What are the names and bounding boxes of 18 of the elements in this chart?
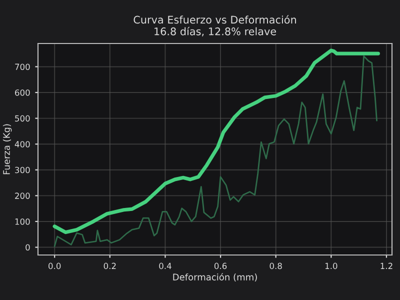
y-tick-label: 0 [26, 244, 30, 251]
y-tick-label: 100 [15, 218, 30, 225]
chart-title: Curva Esfuerzo vs Deformación 16.8 días, 12.8% relave [134, 15, 296, 36]
x-tick-label: 1.2 [380, 262, 392, 269]
x-tick-label: 0.2 [104, 262, 116, 270]
x-tick-label: 0.0 [48, 262, 61, 270]
x-axis-title: Deformación (mm) [173, 273, 257, 282]
y-tick-label: 200 [15, 192, 30, 199]
y-tick-label: 600 [15, 89, 30, 96]
y-tick-label: 300 [15, 166, 30, 174]
x-tick-label: 1.0 [325, 262, 338, 270]
x-tick-label: 0.6 [214, 262, 227, 270]
y-tick-label: 400 [14, 141, 30, 148]
y-tick-label: 700 [15, 64, 30, 70]
y-tick-label: 500 [15, 115, 30, 122]
x-tick-label: 0.4 [159, 262, 172, 270]
y-axis-title: Fuerza (Kg) [2, 124, 12, 174]
x-tick-label: 0.8 [270, 262, 282, 270]
